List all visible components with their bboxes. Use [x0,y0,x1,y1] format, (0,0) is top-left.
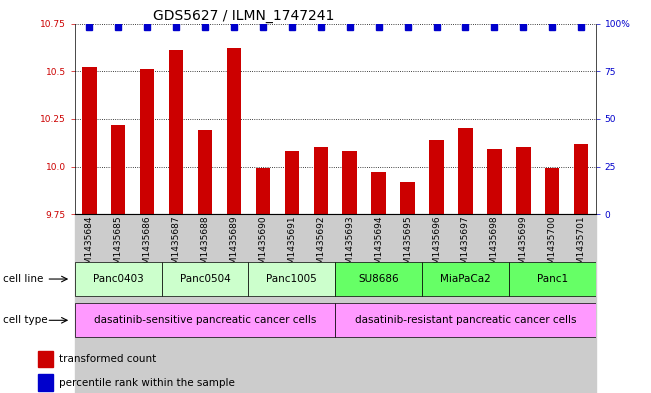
Bar [284,151,299,214]
Bar [400,182,415,214]
Bar [335,262,422,296]
Bar [161,214,191,393]
Bar [451,214,480,393]
Bar [75,262,161,296]
Bar [487,149,502,214]
Bar [82,68,96,214]
Bar [422,262,509,296]
Bar [75,214,104,393]
Bar [364,214,393,393]
Bar [574,144,589,214]
Bar [169,50,184,214]
Bar [538,214,567,393]
Text: transformed count: transformed count [59,354,156,364]
Bar [307,214,335,393]
Bar [140,69,154,214]
Bar [191,214,219,393]
Bar [75,303,335,337]
Bar [198,130,212,214]
Bar [516,147,531,214]
Text: cell line: cell line [3,274,44,284]
Bar [335,303,596,337]
Text: percentile rank within the sample: percentile rank within the sample [59,378,235,387]
Text: Panc0504: Panc0504 [180,274,230,284]
Text: dasatinib-sensitive pancreatic cancer cells: dasatinib-sensitive pancreatic cancer ce… [94,315,316,325]
Bar [567,214,596,393]
Text: cell type: cell type [3,315,48,325]
Bar [372,172,386,214]
Bar [458,129,473,214]
Text: dasatinib-resistant pancreatic cancer cells: dasatinib-resistant pancreatic cancer ce… [355,315,576,325]
Bar [161,262,249,296]
Bar [480,214,509,393]
Text: Panc1: Panc1 [536,274,568,284]
Text: GDS5627 / ILMN_1747241: GDS5627 / ILMN_1747241 [153,9,335,22]
Bar [335,214,364,393]
Bar [509,262,596,296]
Bar [545,169,559,214]
Bar [219,214,249,393]
Text: Panc0403: Panc0403 [93,274,144,284]
Bar [111,125,126,214]
Bar [277,214,307,393]
Bar [38,351,53,367]
Bar [342,151,357,214]
Text: MiaPaCa2: MiaPaCa2 [440,274,491,284]
Bar [422,214,451,393]
Bar [314,147,328,214]
Text: Panc1005: Panc1005 [266,274,317,284]
Bar [249,214,277,393]
Bar [249,262,335,296]
Bar [133,214,161,393]
Bar [227,48,242,214]
Bar [393,214,422,393]
Bar [509,214,538,393]
Bar [256,169,270,214]
Bar [104,214,133,393]
Bar [429,140,444,214]
Bar [38,374,53,391]
Text: SU8686: SU8686 [358,274,399,284]
